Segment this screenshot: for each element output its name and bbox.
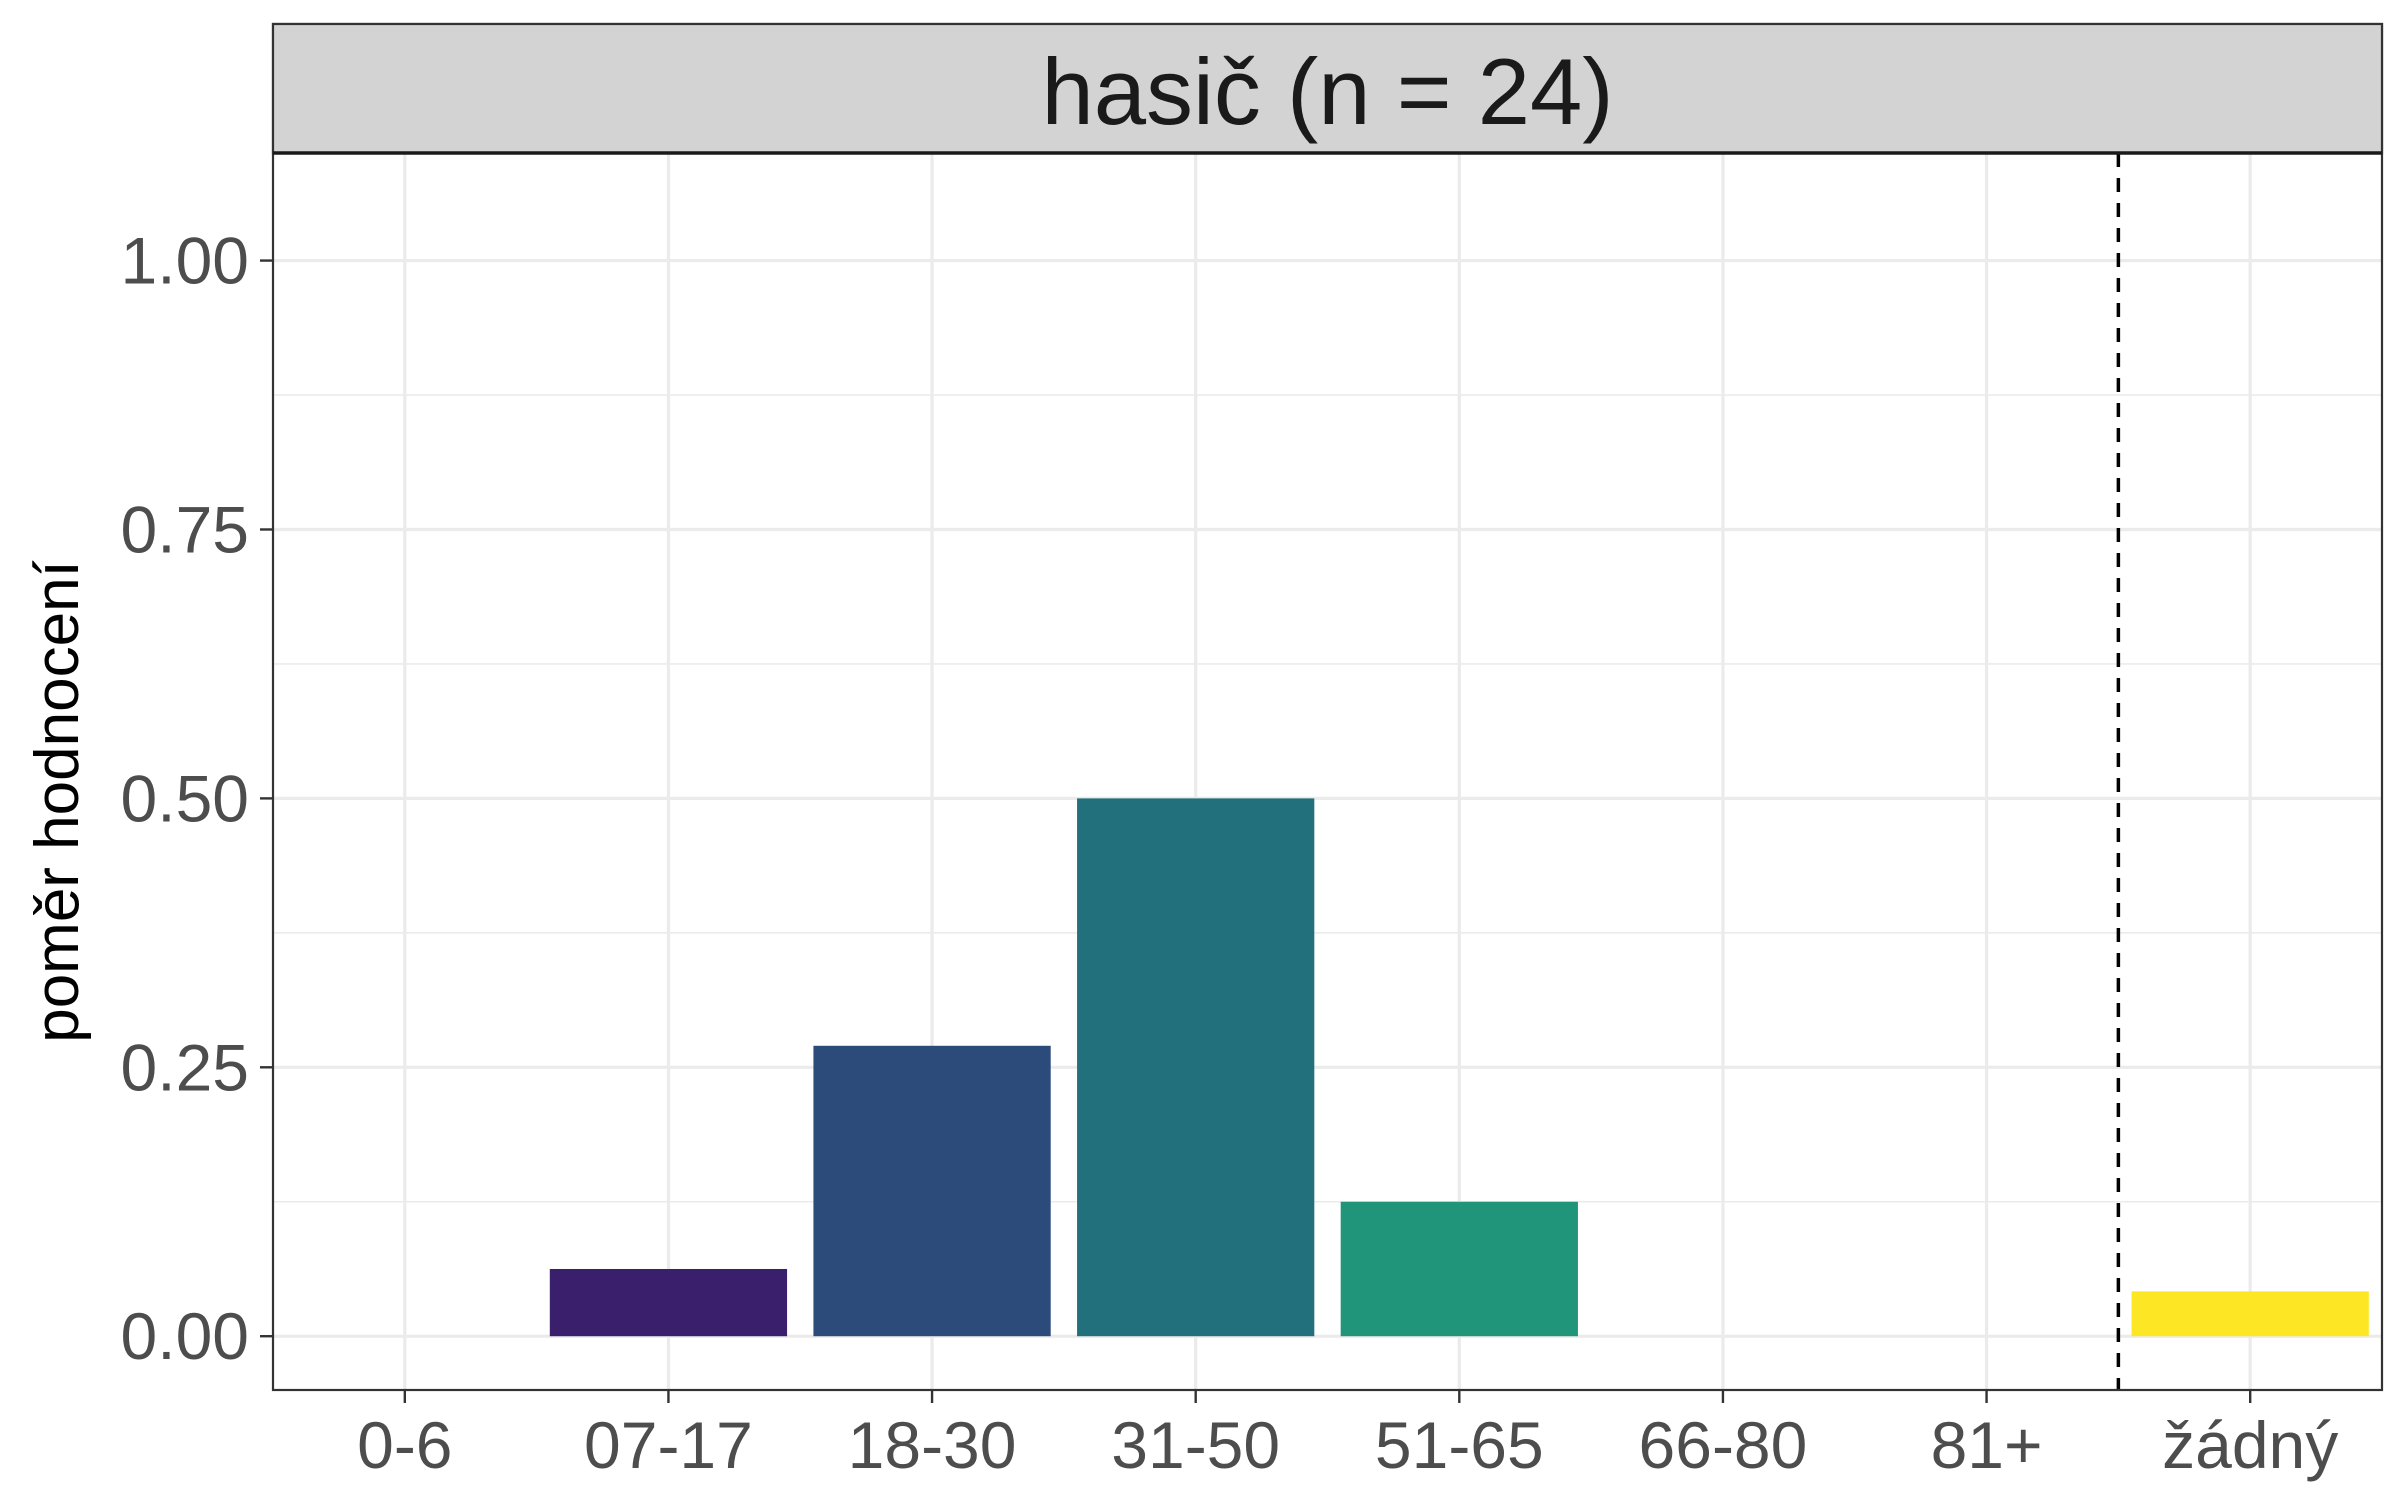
x-axis: 0-6 07-17 18-30 31-50 51-65 66-80 81+ žádný <box>357 1390 2338 1482</box>
y-axis-title: poměr hodnocení <box>23 560 92 1043</box>
bars <box>549 798 2369 1337</box>
facet-strip-background <box>271 22 2384 155</box>
x-tick-label: žádný <box>2162 1408 2338 1482</box>
panel-border <box>271 22 2384 1392</box>
bar-31-50 <box>1077 798 1315 1337</box>
x-tick-label: 0-6 <box>357 1408 452 1482</box>
bar-51-65 <box>1340 1201 1578 1337</box>
y-tick-label: 1.00 <box>121 224 249 298</box>
y-tick-label: 0.50 <box>121 761 249 835</box>
x-tick-label: 18-30 <box>848 1408 1017 1482</box>
bar-žádný <box>2131 1291 2369 1337</box>
y-tick-label: 0.75 <box>121 492 249 566</box>
minor-gridlines <box>273 394 2382 1203</box>
y-tick-label: 0.25 <box>121 1030 249 1104</box>
facet-strip: hasič (n = 24) <box>271 22 2384 155</box>
x-tick-label: 81+ <box>1931 1408 2043 1482</box>
x-tick-label: 51-65 <box>1375 1408 1544 1482</box>
x-tick-label: 31-50 <box>1111 1408 1280 1482</box>
x-tick-label: 66-80 <box>1639 1408 1808 1482</box>
facet-label: hasič (n = 24) <box>1041 39 1613 144</box>
x-tick-label: 07-17 <box>584 1408 753 1482</box>
y-axis: 0.00 0.25 0.50 0.75 1.00 <box>121 224 273 1373</box>
bar-18-30 <box>813 1045 1051 1337</box>
bar-07-17 <box>549 1268 788 1337</box>
y-tick-label: 0.00 <box>121 1299 249 1373</box>
major-gridlines <box>273 153 2382 1390</box>
